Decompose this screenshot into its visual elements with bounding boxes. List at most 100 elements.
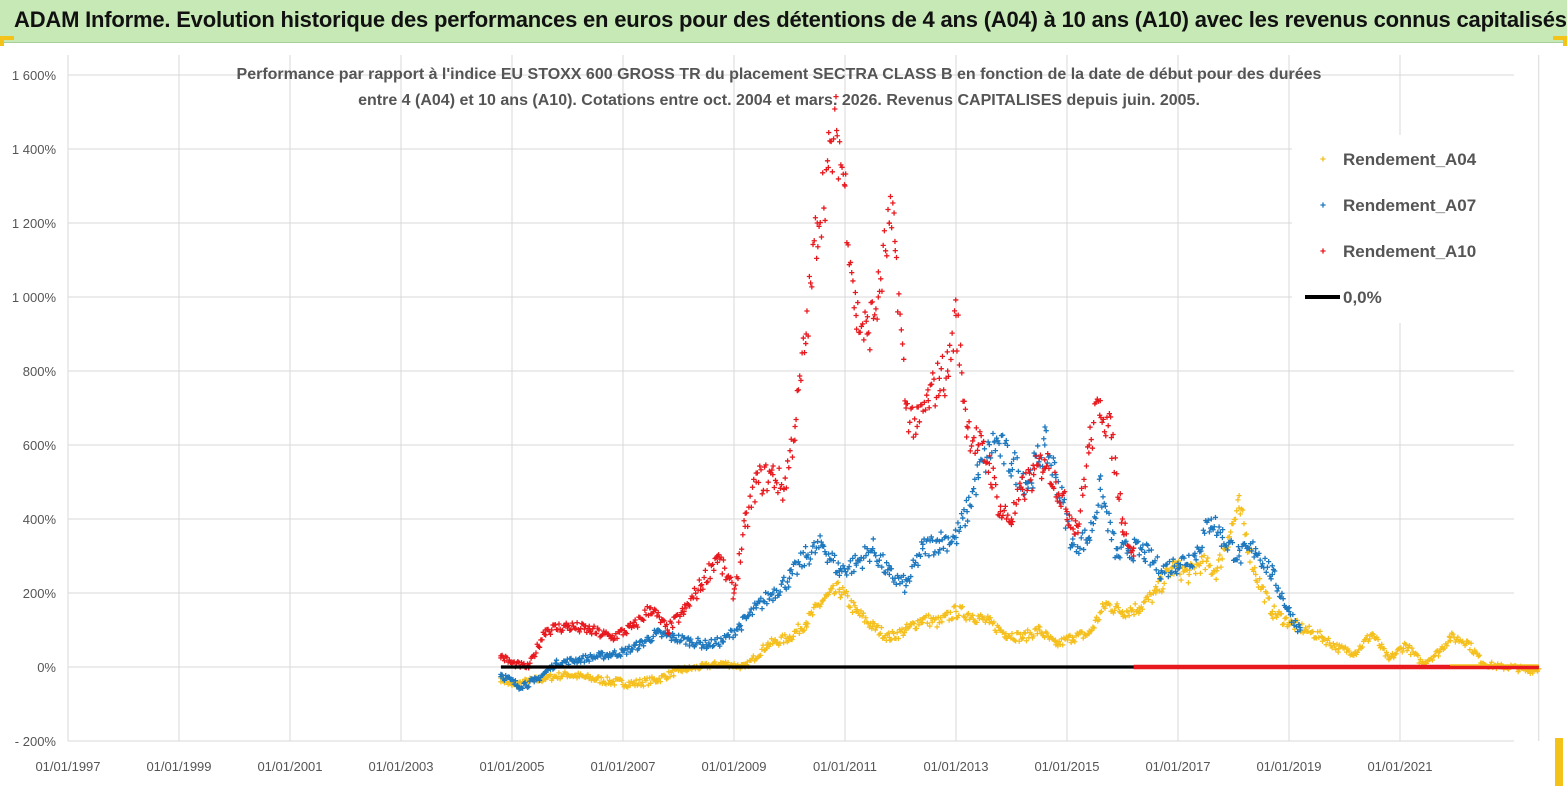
legend-label: 0,0% <box>1343 288 1382 307</box>
data-point <box>1206 529 1213 535</box>
data-point <box>1031 472 1037 478</box>
data-point <box>1323 642 1329 648</box>
data-point <box>664 621 670 628</box>
data-point <box>1406 642 1413 649</box>
data-point <box>526 684 532 690</box>
data-point <box>576 674 583 680</box>
y-tick-label: 1 600% <box>12 68 57 83</box>
data-point <box>1279 590 1285 596</box>
data-point <box>925 387 931 393</box>
data-point <box>1375 636 1381 643</box>
data-point <box>624 631 630 637</box>
data-point <box>1093 515 1099 521</box>
data-point <box>1198 548 1204 554</box>
data-point <box>897 311 903 317</box>
data-point <box>717 643 723 649</box>
data-point <box>795 559 801 565</box>
data-point <box>752 499 758 505</box>
data-point <box>889 225 895 231</box>
data-point <box>512 678 519 684</box>
data-point <box>920 541 926 547</box>
data-point <box>956 362 962 368</box>
data-point <box>1118 544 1124 550</box>
data-point <box>691 585 698 592</box>
data-point <box>1022 496 1028 502</box>
data-point <box>619 677 625 684</box>
data-point <box>875 269 881 275</box>
data-point <box>1116 496 1122 502</box>
legend-swatch <box>1320 248 1326 254</box>
data-point <box>804 308 810 314</box>
data-point <box>1093 399 1099 405</box>
data-point <box>941 387 947 393</box>
data-point <box>1096 616 1102 623</box>
data-point <box>1029 488 1035 494</box>
data-point <box>969 612 975 618</box>
data-point <box>694 596 700 602</box>
data-point <box>1073 633 1079 639</box>
data-point <box>1064 637 1071 643</box>
data-point <box>746 613 752 619</box>
data-point <box>1435 653 1442 659</box>
data-point <box>639 679 645 685</box>
data-point <box>926 405 932 411</box>
data-point <box>839 164 845 170</box>
data-point <box>1053 479 1059 485</box>
legend-label: Rendement_A10 <box>1343 242 1476 261</box>
data-point <box>887 193 894 200</box>
data-point <box>1241 521 1247 527</box>
data-point <box>1009 467 1015 473</box>
data-point <box>949 538 955 545</box>
data-point <box>772 637 778 643</box>
data-point <box>1117 491 1123 497</box>
data-point <box>654 613 660 619</box>
data-point <box>1203 558 1210 564</box>
data-point <box>1530 670 1536 676</box>
data-point <box>1178 577 1184 583</box>
data-point <box>1013 481 1019 488</box>
data-point <box>778 482 785 488</box>
data-point <box>1084 540 1090 546</box>
data-point <box>810 543 816 549</box>
data-point <box>1238 560 1244 566</box>
data-point <box>914 423 920 430</box>
data-point <box>826 589 833 595</box>
data-point <box>1415 652 1421 659</box>
data-point <box>552 622 558 628</box>
data-point <box>1142 598 1148 605</box>
data-point <box>586 658 592 664</box>
data-point <box>1062 489 1068 495</box>
x-tick-label: 01/01/2021 <box>1367 759 1432 774</box>
data-point <box>987 453 993 459</box>
data-point <box>894 572 901 579</box>
data-point <box>666 630 672 636</box>
data-point <box>648 680 654 686</box>
data-point <box>1031 466 1037 472</box>
data-point <box>969 489 976 495</box>
data-point <box>942 612 949 619</box>
data-point <box>985 469 992 475</box>
data-point <box>1236 505 1242 511</box>
data-point <box>714 635 720 641</box>
data-point <box>1114 546 1121 552</box>
data-point <box>875 622 881 629</box>
data-point <box>1310 628 1316 635</box>
data-point <box>566 622 572 628</box>
data-point <box>1162 570 1168 576</box>
data-point <box>1087 537 1093 543</box>
legend-swatch <box>1320 156 1326 162</box>
x-axis-labels: 01/01/1997 01/01/1999 01/01/2001 01/01/2003… <box>35 759 1432 774</box>
data-point <box>1049 472 1055 478</box>
data-point <box>626 679 632 685</box>
data-point <box>1071 531 1077 537</box>
data-point <box>537 644 543 650</box>
data-point <box>908 573 914 580</box>
data-point <box>1207 562 1213 568</box>
data-point <box>955 312 961 318</box>
data-point <box>1170 556 1176 562</box>
data-point <box>885 206 891 213</box>
data-point <box>1330 640 1336 647</box>
data-point <box>890 630 897 637</box>
data-point <box>968 443 975 449</box>
chart-area: - 200% 0% 200% 400% 600% 800% 1 000% 1 200% 1 40… <box>0 43 1567 790</box>
